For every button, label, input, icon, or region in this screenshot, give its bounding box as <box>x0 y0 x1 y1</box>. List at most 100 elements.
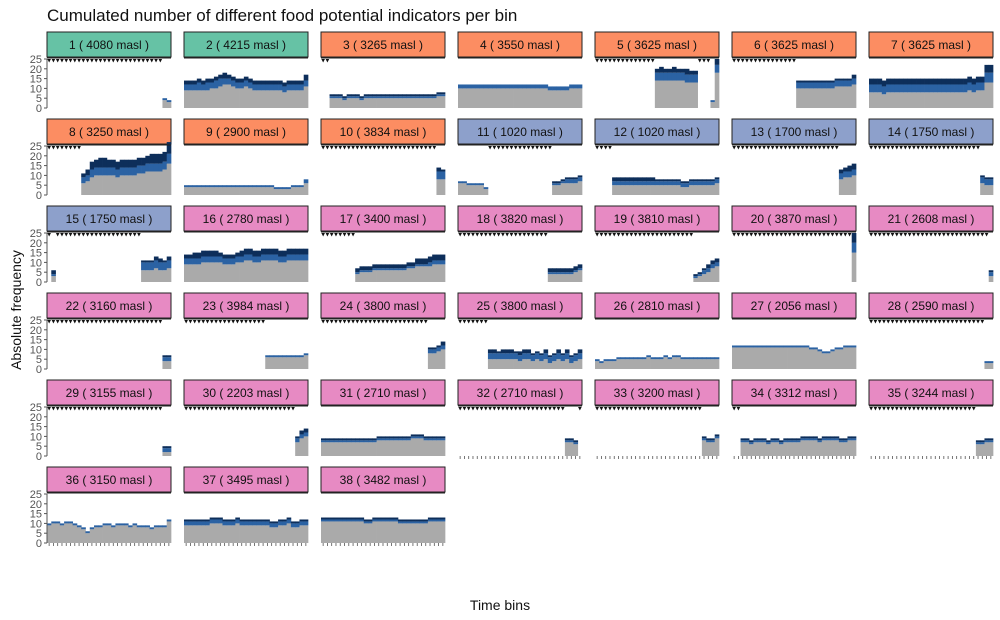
bar-segment <box>834 438 840 441</box>
missing-bin-marker <box>141 320 146 324</box>
facet-label: 24 ( 3800 masl ) <box>340 299 427 313</box>
bar-segment <box>869 78 874 85</box>
bar-segment <box>363 523 369 543</box>
bar-segment <box>162 525 168 528</box>
bar-segment <box>256 262 262 282</box>
bar-segment <box>851 436 857 439</box>
bar-segment <box>642 177 647 182</box>
missing-bin-marker <box>766 146 771 150</box>
bar-segment <box>432 519 437 522</box>
bar-segment <box>419 436 424 439</box>
bar-segment <box>355 519 360 522</box>
facet-label: 26 ( 2810 masl ) <box>614 299 701 313</box>
bar-segment <box>355 440 360 443</box>
bar-segment <box>355 438 360 441</box>
missing-bin-marker <box>672 233 676 237</box>
facet-strip <box>320 31 446 58</box>
bar-segment <box>654 185 660 195</box>
missing-bin-marker <box>830 146 835 150</box>
missing-bin-marker <box>775 59 779 63</box>
bar-segment <box>808 438 814 441</box>
missing-bin-marker <box>141 59 146 63</box>
bar-segment <box>273 90 279 108</box>
bar-segment <box>141 527 146 543</box>
bar-segment <box>393 94 399 97</box>
bar-segment <box>436 264 442 282</box>
bar-segment <box>487 88 493 108</box>
bar-segment <box>569 442 574 456</box>
bar-segment <box>654 357 660 360</box>
facet-panel: 16 ( 2780 masl ) <box>183 205 309 282</box>
missing-bin-marker <box>351 233 355 237</box>
bar-segment <box>654 80 660 108</box>
missing-bin-marker <box>120 407 124 411</box>
bar-segment <box>847 177 853 195</box>
bar-segment <box>676 68 681 73</box>
missing-bin-marker <box>475 233 480 237</box>
bar-segment <box>346 440 352 443</box>
bar-segment <box>817 351 823 369</box>
missing-bin-marker <box>753 233 758 237</box>
bar-segment <box>389 270 395 282</box>
bar-segment <box>265 248 270 255</box>
bar-segment <box>123 175 129 195</box>
bar-segment <box>564 183 570 195</box>
bar-segment <box>650 181 656 186</box>
bar-segment <box>612 185 617 195</box>
bar-segment <box>693 278 698 282</box>
bar-segment <box>796 440 801 443</box>
bar-segment <box>380 268 386 271</box>
bar-segment <box>342 521 348 543</box>
facet-label: 27 ( 2056 masl ) <box>751 299 838 313</box>
facet-panel: 18 ( 3820 masl ) <box>457 205 583 282</box>
bar-segment <box>881 94 887 108</box>
bar-segment <box>753 442 759 456</box>
bar-segment <box>376 264 382 269</box>
bar-segment <box>410 266 416 269</box>
bar-segment <box>817 440 823 443</box>
bar-segment <box>389 517 395 520</box>
missing-bin-marker <box>55 320 60 324</box>
bar-segment <box>397 519 403 522</box>
bar-segment <box>552 355 557 362</box>
missing-bin-marker <box>483 320 488 324</box>
bar-segment <box>783 438 788 441</box>
missing-bin-marker <box>261 407 265 411</box>
bar-segment <box>184 90 189 108</box>
bar-segment <box>149 529 155 543</box>
bar-segment <box>689 179 694 182</box>
bar-segment <box>192 519 198 522</box>
facet-panel: 14 ( 1750 masl ) <box>868 118 994 195</box>
bar-segment <box>205 250 211 257</box>
bar-segment <box>663 179 669 182</box>
missing-bin-marker <box>51 320 56 324</box>
bar-segment <box>980 76 985 83</box>
x-axis-title: Time bins <box>469 597 531 613</box>
missing-bin-marker <box>805 146 809 150</box>
bar-segment <box>166 142 172 154</box>
bar-segment <box>389 436 395 439</box>
bar-segment <box>123 523 129 526</box>
missing-bin-marker <box>531 233 535 237</box>
bar-segment <box>808 436 814 439</box>
bar-segment <box>111 159 116 168</box>
bar-segment <box>265 80 270 85</box>
facet-strip <box>183 379 309 406</box>
bar-segment <box>492 359 497 369</box>
facet-strip <box>868 31 994 58</box>
bar-segment <box>911 78 917 85</box>
bar-segment <box>796 442 801 456</box>
bar-segment <box>162 161 168 170</box>
bar-segment <box>265 521 270 526</box>
bar-segment <box>380 436 386 439</box>
missing-bin-marker <box>963 146 968 150</box>
bar-segment <box>51 276 56 282</box>
bar-segment <box>359 442 365 456</box>
missing-bin-marker <box>907 407 912 411</box>
missing-bin-marker <box>792 59 796 63</box>
missing-bin-marker <box>612 407 617 411</box>
bar-segment <box>419 258 424 265</box>
missing-bin-marker <box>817 146 822 150</box>
bar-segment <box>980 444 985 456</box>
missing-bin-marker <box>137 59 141 63</box>
